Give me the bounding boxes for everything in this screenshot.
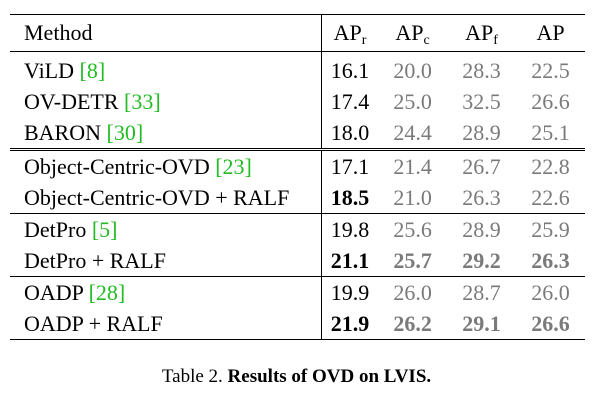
apr-value: 16.1 <box>320 51 379 86</box>
apr-value: 21.1 <box>320 245 379 277</box>
apf-value: 28.7 <box>447 276 516 308</box>
apc-value: 25.0 <box>393 89 432 114</box>
ap-value: 25.9 <box>516 213 585 245</box>
apr-value: 19.8 <box>320 213 379 245</box>
table-row: OV-DETR [33] 17.4 25.0 32.5 26.6 <box>10 86 585 117</box>
apc-value: 25.7 <box>393 248 432 273</box>
ap-value: 22.6 <box>531 185 570 210</box>
method-name: BARON [30] <box>24 120 144 145</box>
ap-value: 22.5 <box>516 51 585 86</box>
citation-link[interactable]: [30] <box>106 120 144 145</box>
method-name: Object-Centric-OVD + RALF <box>24 185 290 210</box>
header-ap: AP <box>516 14 585 52</box>
apc-value: 24.4 <box>393 120 432 145</box>
apf-value: 29.2 <box>462 248 501 273</box>
method-name: ViLD [8] <box>10 51 322 86</box>
apr-value: 17.4 <box>320 86 379 117</box>
header-apf: APf <box>447 14 516 52</box>
results-table-container: Method APr APc APf AP ViLD [8] 16.1 20.0… <box>10 14 585 340</box>
apr-value: 21.9 <box>320 308 379 340</box>
method-name: DetPro + RALF <box>24 248 166 273</box>
citation-link[interactable]: [5] <box>91 217 118 242</box>
table-row: BARON [30] 18.0 24.4 28.9 25.1 <box>10 117 585 150</box>
ap-value: 26.3 <box>531 248 570 273</box>
header-apc: APc <box>378 14 448 52</box>
apf-value: 32.5 <box>462 89 501 114</box>
apc-value: 25.6 <box>378 213 448 245</box>
table-row: DetPro [5] 19.8 25.6 28.9 25.9 <box>10 213 585 245</box>
apf-value: 28.3 <box>447 51 516 86</box>
method-name: DetPro [5] <box>10 213 322 245</box>
citation-link[interactable]: [23] <box>215 154 252 179</box>
results-table: Method APr APc APf AP ViLD [8] 16.1 20.0… <box>10 14 585 340</box>
header-apr: APr <box>320 14 379 52</box>
table-row: Object-Centric-OVD + RALF 18.5 21.0 26.3… <box>10 182 585 214</box>
table-header-row: Method APr APc APf AP <box>10 14 585 52</box>
apf-value: 28.9 <box>462 120 501 145</box>
ap-value: 25.1 <box>531 120 570 145</box>
table-row: DetPro + RALF 21.1 25.7 29.2 26.3 <box>10 245 585 277</box>
method-name: OV-DETR [33] <box>24 89 161 114</box>
apf-value: 29.1 <box>447 308 516 340</box>
table-row: Object-Centric-OVD [23] 17.1 21.4 26.7 2… <box>10 148 585 182</box>
citation-link[interactable]: [33] <box>124 89 161 114</box>
table-row: OADP [28] 19.9 26.0 28.7 26.0 <box>10 276 585 308</box>
citation-link[interactable]: [28] <box>88 280 126 305</box>
method-name: Object-Centric-OVD [23] <box>10 148 322 182</box>
method-name: OADP [28] <box>10 276 322 308</box>
method-name: OADP + RALF <box>10 308 322 340</box>
apc-value: 20.0 <box>378 51 448 86</box>
apr-value: 18.0 <box>320 117 379 150</box>
table-row: OADP + RALF 21.9 26.2 29.1 26.6 <box>10 308 585 340</box>
ap-value: 26.0 <box>516 276 585 308</box>
ap-value: 22.8 <box>516 148 585 182</box>
apr-value: 17.1 <box>320 148 379 182</box>
citation-link[interactable]: [8] <box>79 58 106 83</box>
ap-value: 26.6 <box>531 89 570 114</box>
apr-value: 19.9 <box>320 276 379 308</box>
apf-value: 28.9 <box>447 213 516 245</box>
apr-value: 18.5 <box>320 182 379 214</box>
table-row: ViLD [8] 16.1 20.0 28.3 22.5 <box>10 51 585 86</box>
ap-value: 26.6 <box>516 308 585 340</box>
apc-value: 26.2 <box>378 308 448 340</box>
header-method: Method <box>10 14 322 52</box>
apf-value: 26.7 <box>447 148 516 182</box>
table-caption: Table 2. Results of OVD on LVIS. <box>161 366 432 387</box>
apc-value: 26.0 <box>378 276 448 308</box>
apc-value: 21.0 <box>393 185 432 210</box>
apf-value: 26.3 <box>462 185 501 210</box>
apc-value: 21.4 <box>378 148 448 182</box>
